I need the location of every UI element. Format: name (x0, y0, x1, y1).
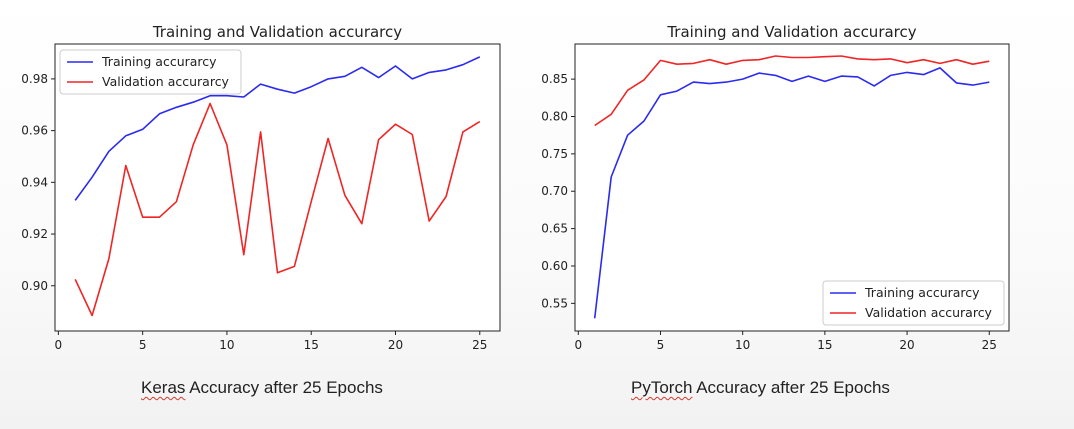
x-tick-label: 15 (304, 338, 319, 352)
pytorch-caption: PyTorch Accuracy after 25 Epochs (631, 378, 890, 398)
x-tick-label: 10 (735, 338, 750, 352)
plot-frame (54, 43, 501, 332)
y-tick-label: 0.75 (541, 147, 568, 161)
training-accuracy-line (593, 67, 990, 319)
legend-box (59, 49, 242, 95)
legend-label-training: Training accurarcy (864, 285, 980, 300)
x-tick-label: 0 (55, 338, 63, 352)
y-tick-label: 0.85 (541, 72, 568, 86)
y-tick-label: 0.90 (21, 279, 48, 293)
plot-frame (574, 43, 1010, 332)
x-tick-label: 5 (139, 338, 147, 352)
keras-caption-rest: Accuracy after 25 Epochs (185, 378, 383, 397)
x-tick-label: 20 (899, 338, 914, 352)
y-tick-label: 0.70 (541, 184, 568, 198)
chart-title: Training and Validation accurarcy (152, 23, 402, 41)
y-tick-label: 0.65 (541, 222, 568, 236)
x-tick-label: 15 (817, 338, 832, 352)
x-tick-label: 10 (219, 338, 234, 352)
chart-title: Training and Validation accurarcy (666, 23, 916, 41)
y-tick-label: 0.94 (21, 175, 48, 189)
validation-accuracy-line (74, 102, 481, 317)
x-tick-label: 0 (574, 338, 582, 352)
keras-caption-word: Keras (141, 378, 186, 397)
keras-caption: Keras Accuracy after 25 Epochs (141, 378, 383, 398)
pytorch-caption-rest: Accuracy after 25 Epochs (692, 378, 890, 397)
x-tick-label: 25 (982, 338, 997, 352)
y-tick-label: 0.80 (541, 109, 568, 123)
legend-label-validation: Validation accurarcy (102, 74, 230, 89)
legend: Training accurarcy Validation accurarcy (822, 280, 1005, 326)
legend-label-training: Training accurarcy (101, 54, 217, 69)
y-tick-label: 0.55 (541, 296, 568, 310)
legend-box (822, 280, 1005, 326)
y-tick-label: 0.92 (21, 227, 48, 241)
y-tick-label: 0.60 (541, 259, 568, 273)
y-tick-label: 0.98 (21, 72, 48, 86)
validation-accuracy-line (594, 55, 990, 127)
keras-accuracy-chart: Training and Validation accurarcy 0 5 10 15 2… (21, 23, 501, 352)
legend: Training accurarcy Validation accurarcy (59, 49, 242, 95)
x-tick-label: 5 (657, 338, 665, 352)
pytorch-accuracy-chart: Training and Validation accurarcy 0 5 10 15 2… (541, 23, 1010, 352)
legend-label-validation: Validation accurarcy (865, 305, 993, 320)
training-accuracy-line (74, 56, 481, 201)
x-tick-label: 25 (472, 338, 487, 352)
pytorch-caption-word: PyTorch (631, 378, 693, 397)
x-tick-label: 20 (388, 338, 403, 352)
y-tick-label: 0.96 (21, 124, 48, 138)
